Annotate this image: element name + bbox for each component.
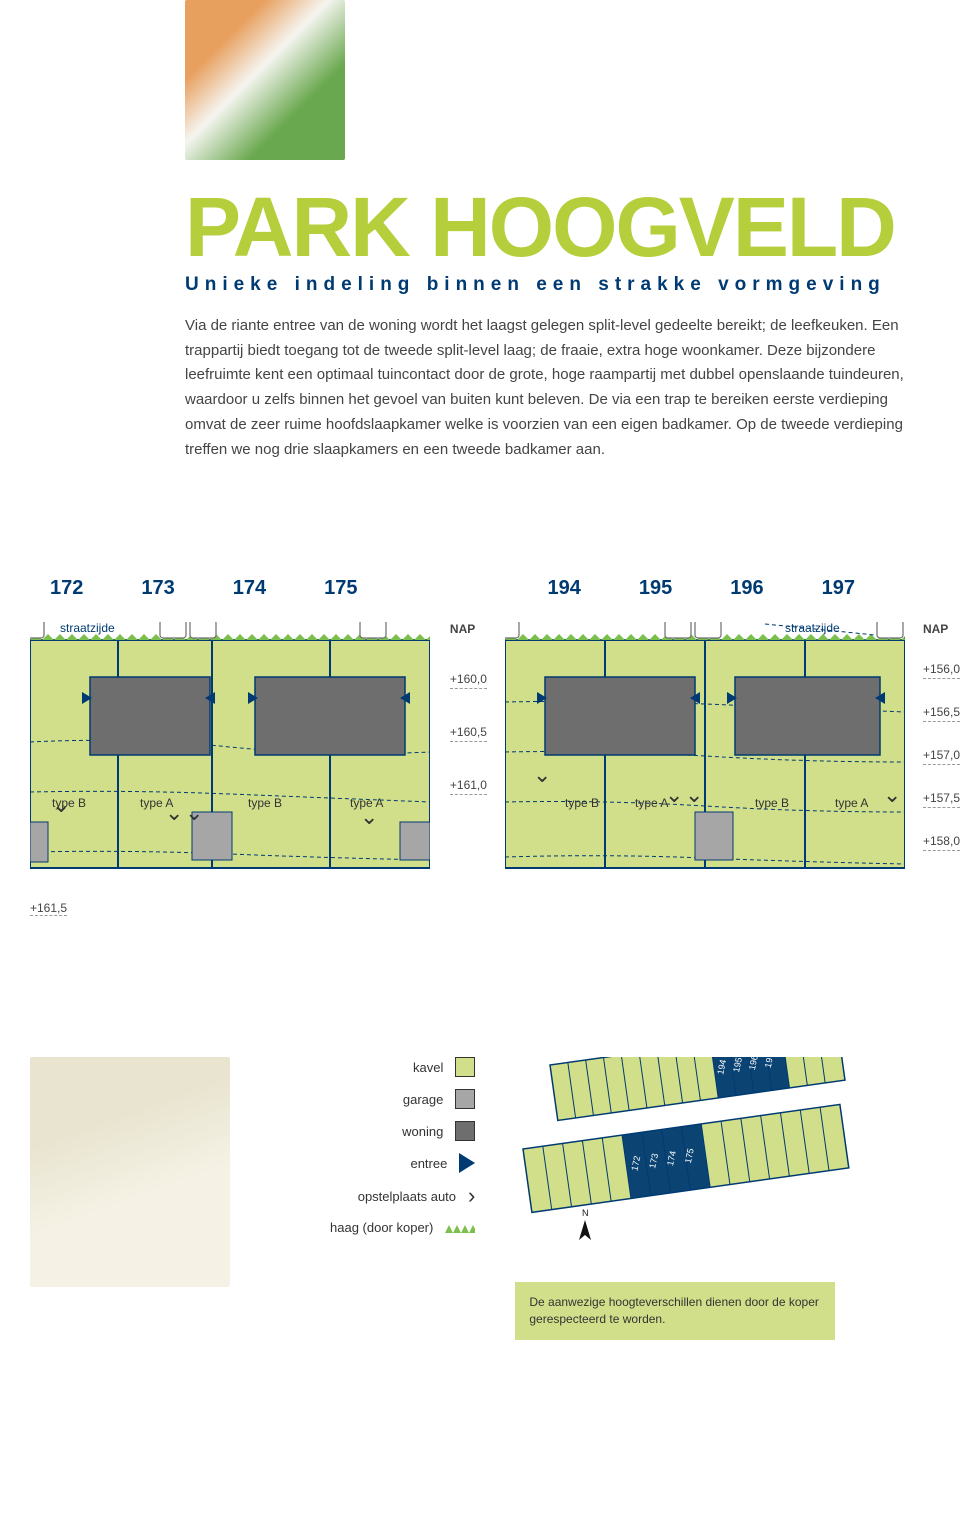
body-paragraph: Via de riante entree van de woning wordt… [185, 314, 930, 463]
site-plan-left: ⌄ ⌄ ⌄ ⌄ straatzijde type B type A type B… [30, 622, 432, 917]
swatch-garage [455, 1089, 475, 1109]
swatch-woning [455, 1121, 475, 1141]
nap-header: NAP [923, 622, 960, 636]
svg-text:⌄: ⌄ [883, 782, 901, 807]
svg-text:type B: type B [565, 796, 599, 810]
lot-number: 172 [50, 577, 83, 600]
svg-text:type B: type B [755, 796, 789, 810]
nap-labels-right: NAP +156,0 +156,5 +157,0 +157,5 +158,0 [923, 622, 960, 851]
swatch-kavel [455, 1057, 475, 1077]
lot-number: 195 [639, 577, 672, 600]
footer-photo [30, 1057, 230, 1287]
sitemap-svg: 194 195 196 197 172 [515, 1057, 855, 1257]
nap-labels-left: NAP +160,0 +160,5 +161,0 [450, 622, 487, 795]
street-label: straatzijde [60, 622, 115, 635]
lot-number: 196 [730, 577, 763, 600]
plan-left-svg: ⌄ ⌄ ⌄ ⌄ straatzijde type B type A type B… [30, 622, 430, 882]
lot-number: 173 [141, 577, 174, 600]
svg-text:type A: type A [350, 796, 383, 810]
svg-text:type B: type B [52, 796, 86, 810]
header-photo [185, 0, 345, 160]
lot-number: 194 [548, 577, 581, 600]
svg-text:⌄: ⌄ [533, 762, 551, 787]
hedge-icon [445, 1219, 475, 1235]
entree-icon [459, 1153, 475, 1173]
svg-text:straatzijde: straatzijde [785, 622, 840, 635]
nap-header: NAP [450, 622, 487, 636]
site-plan-right: ⌄ ⌄ ⌄ ⌄ straatzijde type B type A type B… [505, 622, 905, 887]
legend: kavel garage woning entree opstelplaats … [330, 1057, 475, 1247]
page-subtitle: Unieke indeling binnen een strakke vormg… [185, 274, 960, 296]
svg-text:type A: type A [835, 796, 868, 810]
lot-number: 174 [233, 577, 266, 600]
lot-number: 197 [822, 577, 855, 600]
svg-text:N: N [582, 1208, 589, 1218]
svg-text:type A: type A [635, 796, 668, 810]
svg-text:type B: type B [248, 796, 282, 810]
page-title: PARK HOOGVELD [185, 188, 960, 268]
svg-text:type A: type A [140, 796, 173, 810]
plan-right-svg: ⌄ ⌄ ⌄ ⌄ straatzijde type B type A type B… [505, 622, 905, 882]
title-block: PARK HOOGVELD Unieke indeling binnen een… [185, 188, 960, 462]
height-note: De aanwezige hoogteverschillen dienen do… [515, 1282, 835, 1340]
nap-label: +161,5 [30, 901, 67, 916]
svg-text:⌄: ⌄ [685, 782, 703, 807]
sitemap: 194 195 196 197 172 [515, 1057, 855, 1340]
footer-section: kavel garage woning entree opstelplaats … [0, 1057, 960, 1340]
chevron-icon: › [468, 1185, 475, 1207]
lot-number: 175 [324, 577, 357, 600]
svg-text:⌄: ⌄ [185, 800, 203, 825]
site-plans-row: ⌄ ⌄ ⌄ ⌄ straatzijde type B type A type B… [0, 622, 960, 917]
lot-number-row: 172 173 174 175 194 195 196 197 [0, 577, 920, 600]
